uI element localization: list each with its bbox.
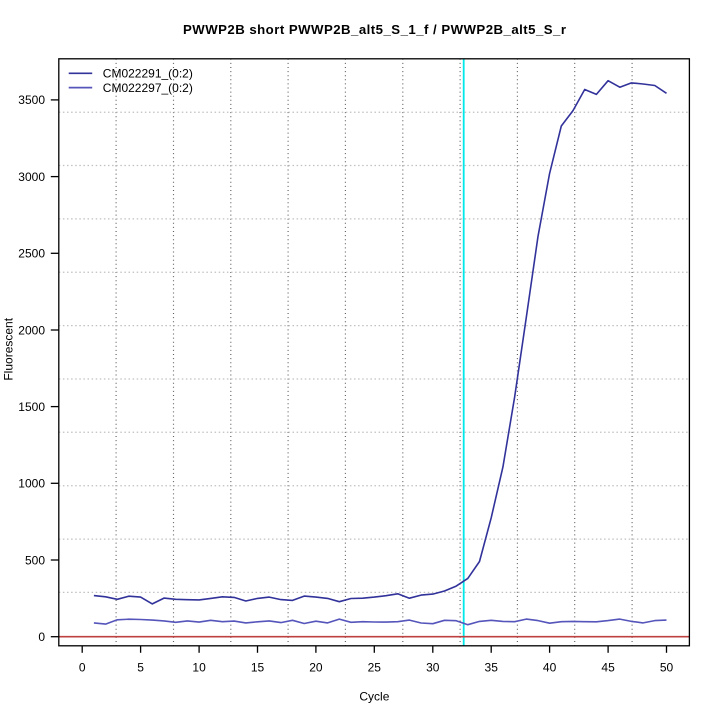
svg-text:500: 500 [25,553,45,567]
svg-text:PWWP2B short PWWP2B_alt5_S_1_f: PWWP2B short PWWP2B_alt5_S_1_f / PWWP2B_… [183,22,566,37]
svg-text:3500: 3500 [18,93,45,107]
svg-text:0: 0 [79,661,86,675]
svg-text:2500: 2500 [18,247,45,261]
svg-text:Fluorescent: Fluorescent [2,317,16,380]
svg-text:2000: 2000 [18,323,45,337]
svg-text:CM022291_(0:2): CM022291_(0:2) [103,67,193,81]
svg-text:CM022297_(0:2): CM022297_(0:2) [103,81,193,95]
svg-text:10: 10 [192,661,206,675]
svg-text:35: 35 [485,661,499,675]
svg-text:1500: 1500 [18,400,45,414]
svg-text:20: 20 [309,661,323,675]
svg-text:5: 5 [137,661,144,675]
svg-text:50: 50 [660,661,674,675]
svg-text:1000: 1000 [18,477,45,491]
svg-text:45: 45 [601,661,615,675]
svg-text:3000: 3000 [18,170,45,184]
svg-text:0: 0 [38,630,45,644]
svg-text:Cycle: Cycle [359,690,389,704]
svg-text:40: 40 [543,661,557,675]
svg-text:25: 25 [368,661,382,675]
svg-text:30: 30 [426,661,440,675]
svg-text:15: 15 [251,661,265,675]
